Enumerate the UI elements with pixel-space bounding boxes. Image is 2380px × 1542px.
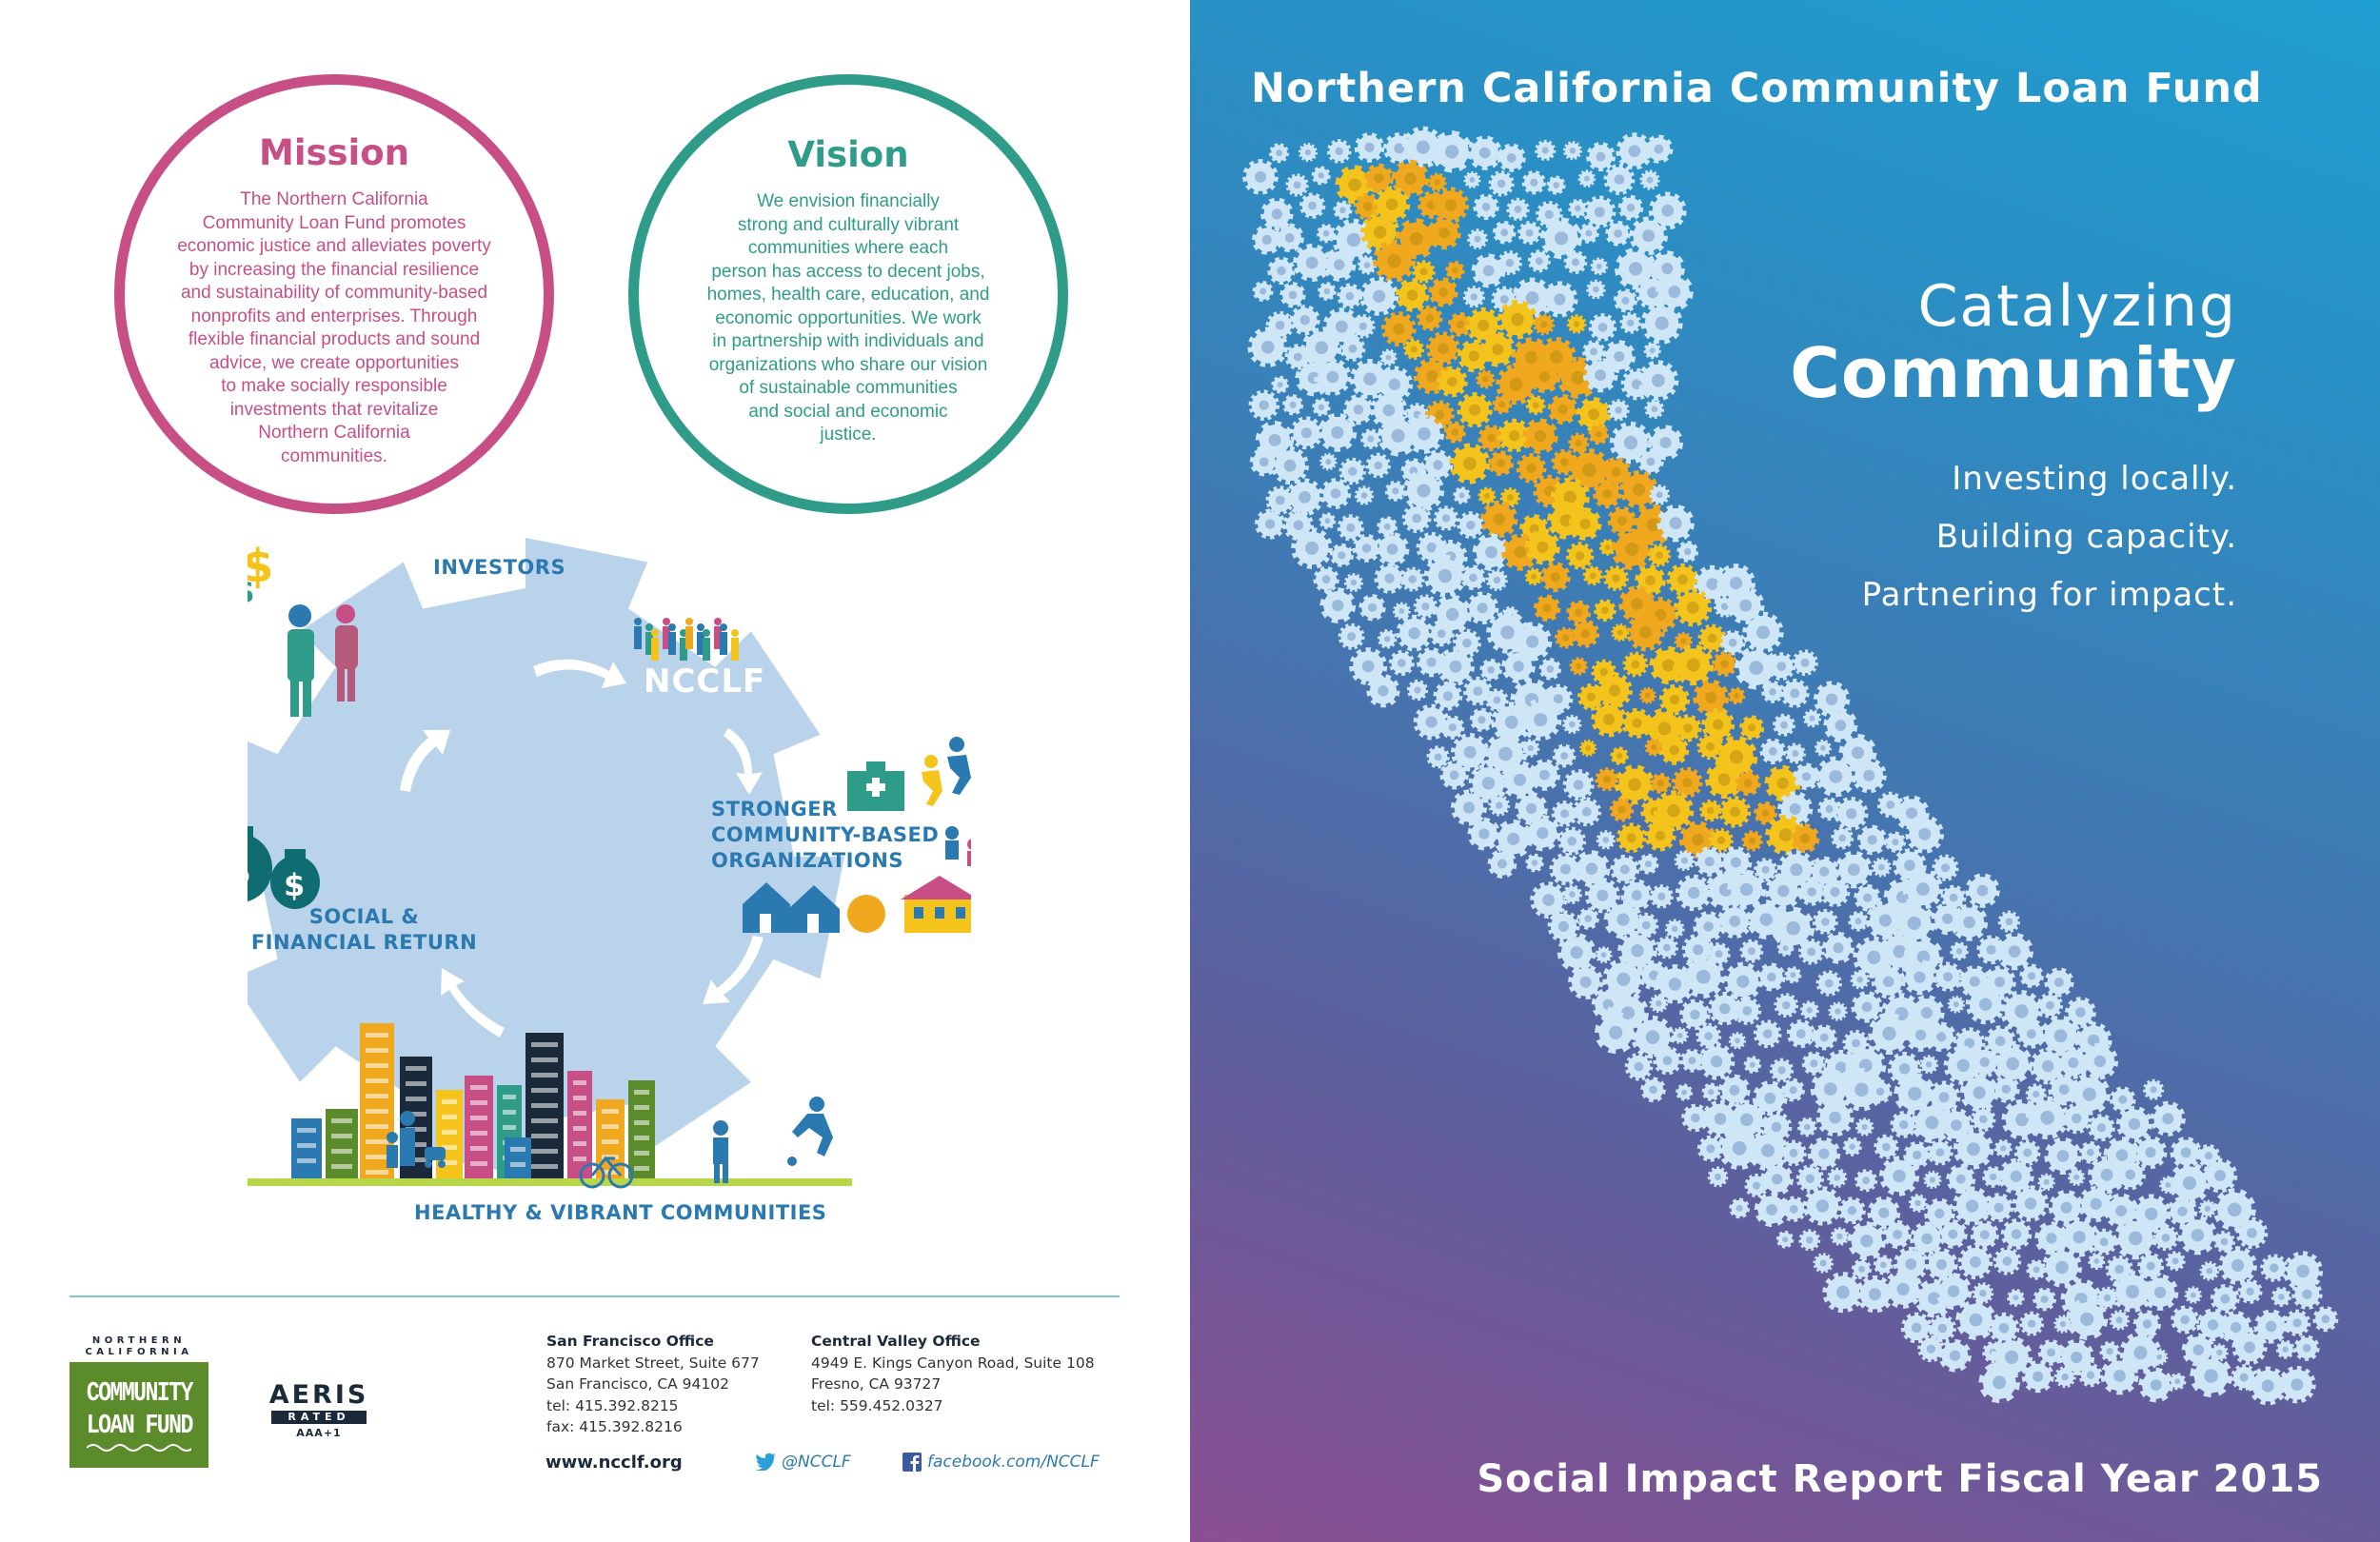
ncclf-label: NCCLF [644, 662, 766, 701]
sf-office-address: San Francisco Office 870 Market Street, … [546, 1333, 760, 1435]
gear-background-icon [248, 538, 844, 1176]
stronger-organizations-label: STRONGER COMMUNITY-BASED ORGANIZATIONS [711, 798, 940, 872]
cover-taglines: Investing locally. Building capacity. Pa… [1861, 460, 2237, 614]
twitter-link[interactable]: @NCCLF [755, 1453, 851, 1472]
mission-title: Mission [259, 132, 409, 173]
report-title: Social Impact Report Fiscal Year 2015 [1477, 1457, 2323, 1501]
facebook-link[interactable]: facebook.com/NCCLF [902, 1453, 1100, 1472]
bicycle-icon [579, 1156, 634, 1189]
city-skyline-icon [248, 1023, 852, 1186]
impact-cycle-diagram: $ $ $ [248, 538, 971, 1189]
footer-divider [69, 1295, 1120, 1297]
investor-people-icon [288, 604, 358, 717]
runners-icon [922, 737, 971, 806]
svg-text:$: $ [248, 540, 273, 593]
cv-office-address: Central Valley Office 4949 E. Kings Cany… [811, 1333, 1095, 1414]
dollar-signs-icon: $ $ $ [248, 540, 273, 611]
arrow-icon [533, 659, 626, 688]
money-bags-icon: $ $ $ [248, 826, 320, 909]
vision-circle: Vision We envision financially strong an… [628, 74, 1068, 514]
houses-icon [743, 876, 971, 933]
wave-icon [87, 1443, 191, 1452]
cycle-arrows [400, 659, 764, 1038]
mission-circle: Mission The Northern California Communit… [114, 74, 554, 514]
vision-text: We envision financially strong and cultu… [706, 191, 990, 445]
healthy-communities-label: HEALTHY & VIBRANT COMMUNITIES [414, 1201, 827, 1224]
investors-label: INVESTORS [433, 556, 566, 579]
family-icon [387, 1111, 446, 1168]
arrow-icon [724, 728, 763, 795]
facebook-icon [902, 1453, 922, 1472]
website-link[interactable]: www.ncclf.org [545, 1453, 683, 1473]
svg-text:$: $ [248, 847, 251, 894]
svg-text:$: $ [284, 867, 305, 903]
california-gear-map-icon [1242, 126, 2339, 1406]
organization-name: Northern California Community Loan Fund [1251, 65, 2263, 112]
children-icon [945, 826, 971, 866]
aeris-rating-logo: AERIS RATED AAA+1 [268, 1380, 369, 1439]
inside-cover-page: Mission The Northern California Communit… [69, 74, 1120, 1473]
social-financial-return-label: SOCIAL & FINANCIAL RETURN [250, 905, 478, 954]
clinic-icon [847, 761, 904, 811]
vision-title: Vision [787, 134, 909, 175]
svg-text:$: $ [248, 573, 255, 611]
mission-text: The Northern California Community Loan F… [177, 189, 491, 466]
logo-badge: COMMUNITY LOAN FUND [69, 1362, 208, 1468]
soccer-player-icon [787, 1097, 833, 1166]
pedestrian-icon [713, 1120, 728, 1183]
arrow-icon [400, 730, 450, 792]
front-cover-page: Northern California Community Loan Fund … [1190, 0, 2380, 1542]
arrow-icon [703, 936, 764, 1004]
twitter-icon [755, 1453, 776, 1471]
ncclf-logo: NORTHERN CALIFORNIA COMMUNITY LOAN FUND [69, 1335, 208, 1468]
crowd-icon [634, 618, 739, 661]
cover-title: Catalyzing Community [1790, 273, 2237, 413]
arrow-icon [441, 968, 505, 1038]
